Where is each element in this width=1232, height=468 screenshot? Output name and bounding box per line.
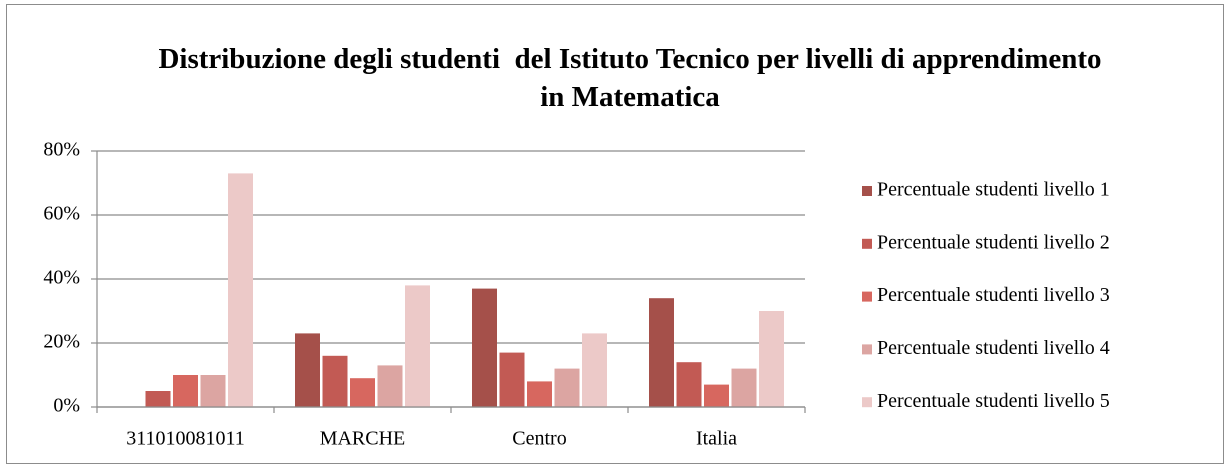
bar bbox=[649, 298, 674, 407]
x-tick-label: 311010081011 bbox=[126, 428, 245, 450]
legend-swatch bbox=[862, 238, 872, 249]
bar bbox=[582, 333, 607, 407]
legend-swatch bbox=[862, 186, 872, 196]
y-tick-label: 0% bbox=[53, 395, 80, 417]
bar bbox=[377, 365, 403, 407]
bar bbox=[173, 375, 198, 407]
bar bbox=[527, 381, 552, 407]
y-tick-label: 60% bbox=[43, 203, 80, 225]
legend-label: Percentuale studenti livello 1 bbox=[877, 179, 1110, 201]
bar bbox=[228, 173, 253, 407]
bar bbox=[704, 384, 729, 407]
legend-swatch bbox=[862, 344, 872, 355]
y-tick-label: 20% bbox=[43, 331, 80, 353]
bar bbox=[295, 333, 320, 407]
legend-label: Percentuale studenti livello 3 bbox=[877, 284, 1110, 306]
x-tick-label: Italia bbox=[696, 428, 737, 450]
bar bbox=[499, 352, 525, 407]
x-tick-label: Centro bbox=[512, 428, 566, 450]
bar bbox=[676, 362, 702, 407]
bar bbox=[145, 391, 171, 407]
legend-label: Percentuale studenti livello 2 bbox=[877, 231, 1110, 253]
legend-swatch bbox=[862, 291, 872, 302]
bar bbox=[472, 288, 497, 407]
bar bbox=[200, 375, 226, 407]
x-tick-label: MARCHE bbox=[320, 428, 406, 450]
bar bbox=[322, 355, 348, 407]
chart-title: Distribuzione degli studenti del Istitut… bbox=[158, 43, 1109, 113]
y-tick-label: 40% bbox=[43, 267, 80, 289]
bar bbox=[554, 368, 580, 407]
legend-swatch bbox=[862, 397, 872, 408]
bar bbox=[759, 311, 784, 407]
bar bbox=[731, 368, 757, 407]
legend-label: Percentuale studenti livello 5 bbox=[877, 390, 1110, 412]
legend-label: Percentuale studenti livello 4 bbox=[877, 337, 1110, 359]
bar bbox=[350, 378, 375, 407]
bar bbox=[405, 285, 430, 407]
y-tick-label: 80% bbox=[43, 139, 80, 161]
chart-frame bbox=[6, 4, 1224, 464]
